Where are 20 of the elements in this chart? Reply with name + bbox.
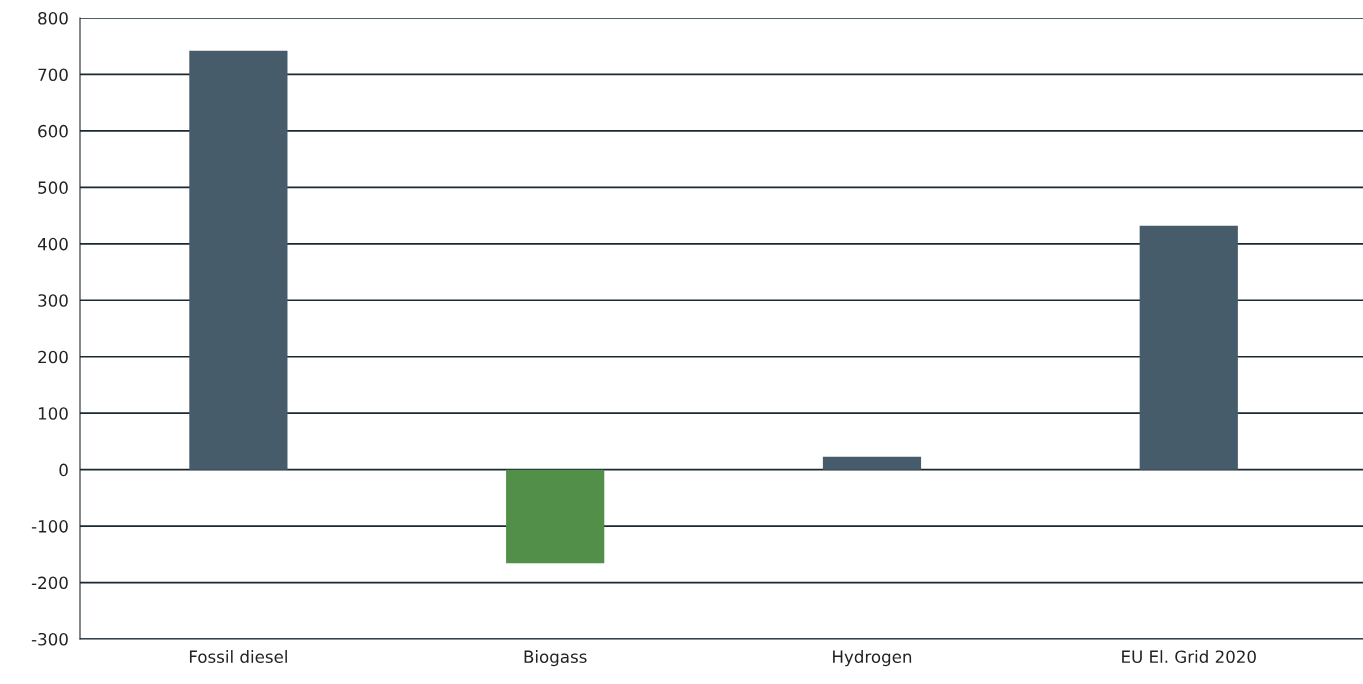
y-tick-label: -300 <box>31 632 68 646</box>
bar <box>822 456 922 470</box>
y-tick-label: 800 <box>38 11 68 25</box>
x-tick-label: EU El. Grid 2020 <box>1122 650 1256 664</box>
y-tick-label: 600 <box>38 124 68 138</box>
y-tick-label: 0 <box>59 463 68 477</box>
x-tick-label: Biogass <box>524 650 587 667</box>
y-tick-label: 700 <box>38 68 68 82</box>
bar <box>506 469 605 564</box>
bar <box>189 50 288 470</box>
y-tick-label: 100 <box>38 407 68 420</box>
y-tick-label: 500 <box>38 181 68 194</box>
y-tick-label: 300 <box>38 294 68 307</box>
y-tick-label: -200 <box>31 576 68 590</box>
bar <box>1139 225 1238 470</box>
y-tick-label: 200 <box>38 350 68 364</box>
x-tick-label: Hydrogen <box>833 650 912 667</box>
y-tick-label: 400 <box>37 237 68 251</box>
y-tick-label: -100 <box>31 520 68 533</box>
x-tick-label: Fossil diesel <box>189 650 287 664</box>
